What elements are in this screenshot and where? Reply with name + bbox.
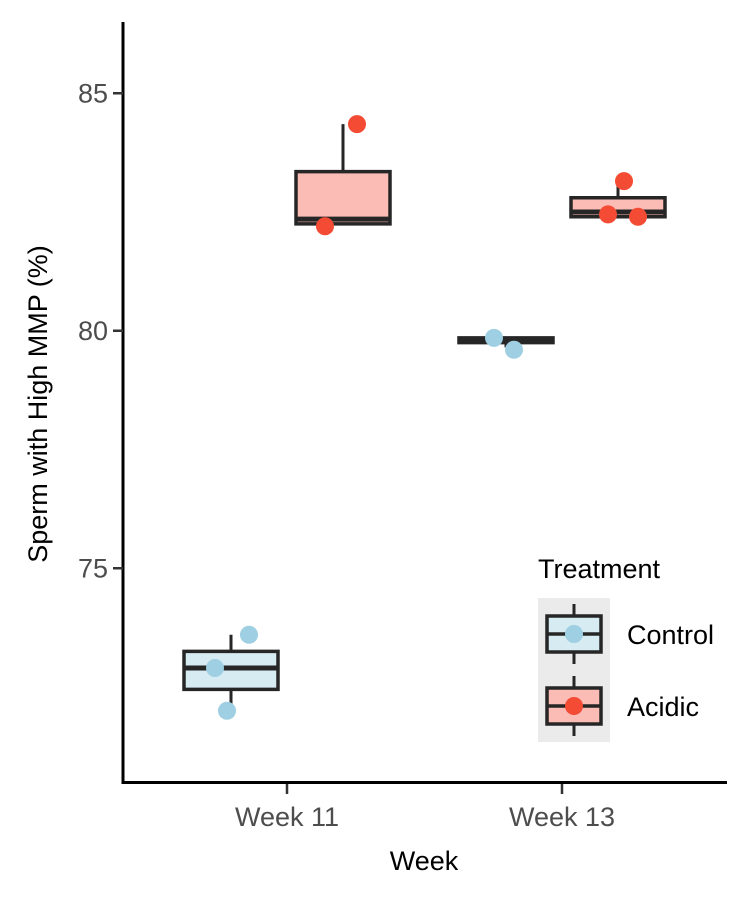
y-tick-label: 80 bbox=[78, 316, 108, 346]
data-point bbox=[218, 701, 236, 720]
legend-point bbox=[565, 625, 583, 643]
legend-keys: Control Acidic bbox=[545, 604, 714, 736]
data-point bbox=[485, 328, 503, 347]
x-tick-label: Week 13 bbox=[509, 802, 615, 832]
legend-item-acidic: Acidic bbox=[545, 676, 699, 736]
data-point bbox=[629, 207, 647, 226]
series-control bbox=[182, 328, 555, 720]
data-point bbox=[615, 172, 633, 191]
x-axis-title: Week bbox=[390, 846, 459, 876]
data-point bbox=[348, 115, 366, 134]
legend-point bbox=[565, 697, 583, 715]
legend-label: Control bbox=[627, 620, 714, 650]
box bbox=[294, 169, 392, 226]
legend-item-control: Control bbox=[545, 604, 714, 664]
y-axis-ticks: 75 80 85 bbox=[78, 78, 123, 583]
y-axis-title: Sperm with High MMP (%) bbox=[23, 245, 53, 563]
legend-title: Treatment bbox=[538, 554, 661, 584]
x-axis-ticks: Week 11 Week 13 bbox=[235, 784, 615, 832]
legend: Treatment Control Acidic bbox=[538, 554, 714, 742]
data-point bbox=[316, 217, 334, 236]
legend-label: Acidic bbox=[627, 692, 699, 722]
y-tick-label: 85 bbox=[78, 78, 108, 108]
data-point bbox=[206, 659, 224, 677]
plot-area bbox=[182, 115, 667, 720]
series-acidic bbox=[294, 115, 667, 236]
y-tick-label: 75 bbox=[78, 553, 108, 583]
data-point bbox=[599, 205, 617, 224]
data-point bbox=[505, 340, 523, 359]
data-point bbox=[240, 625, 258, 644]
x-tick-label: Week 11 bbox=[235, 802, 339, 832]
